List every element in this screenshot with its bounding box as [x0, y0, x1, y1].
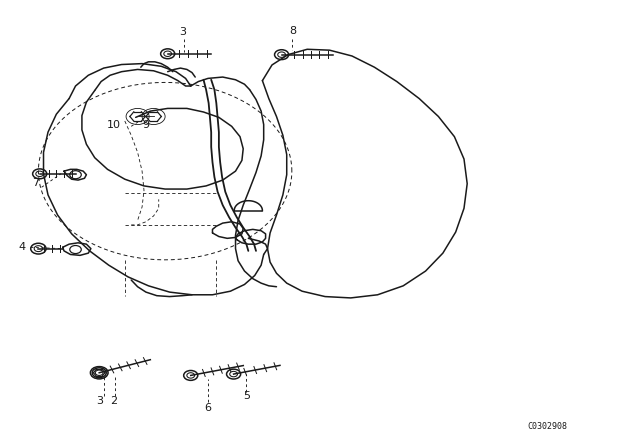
Text: C0302908: C0302908 [527, 422, 567, 431]
Text: 5: 5 [243, 392, 250, 401]
Text: 3: 3 [179, 27, 186, 37]
Text: 10: 10 [107, 120, 121, 129]
Text: 8: 8 [289, 26, 296, 36]
Text: 9: 9 [142, 120, 150, 129]
Text: 2: 2 [110, 396, 118, 406]
Text: 4: 4 [19, 242, 26, 252]
Text: 7: 7 [31, 178, 39, 188]
Text: 3: 3 [96, 396, 102, 406]
Text: 6: 6 [205, 403, 211, 413]
